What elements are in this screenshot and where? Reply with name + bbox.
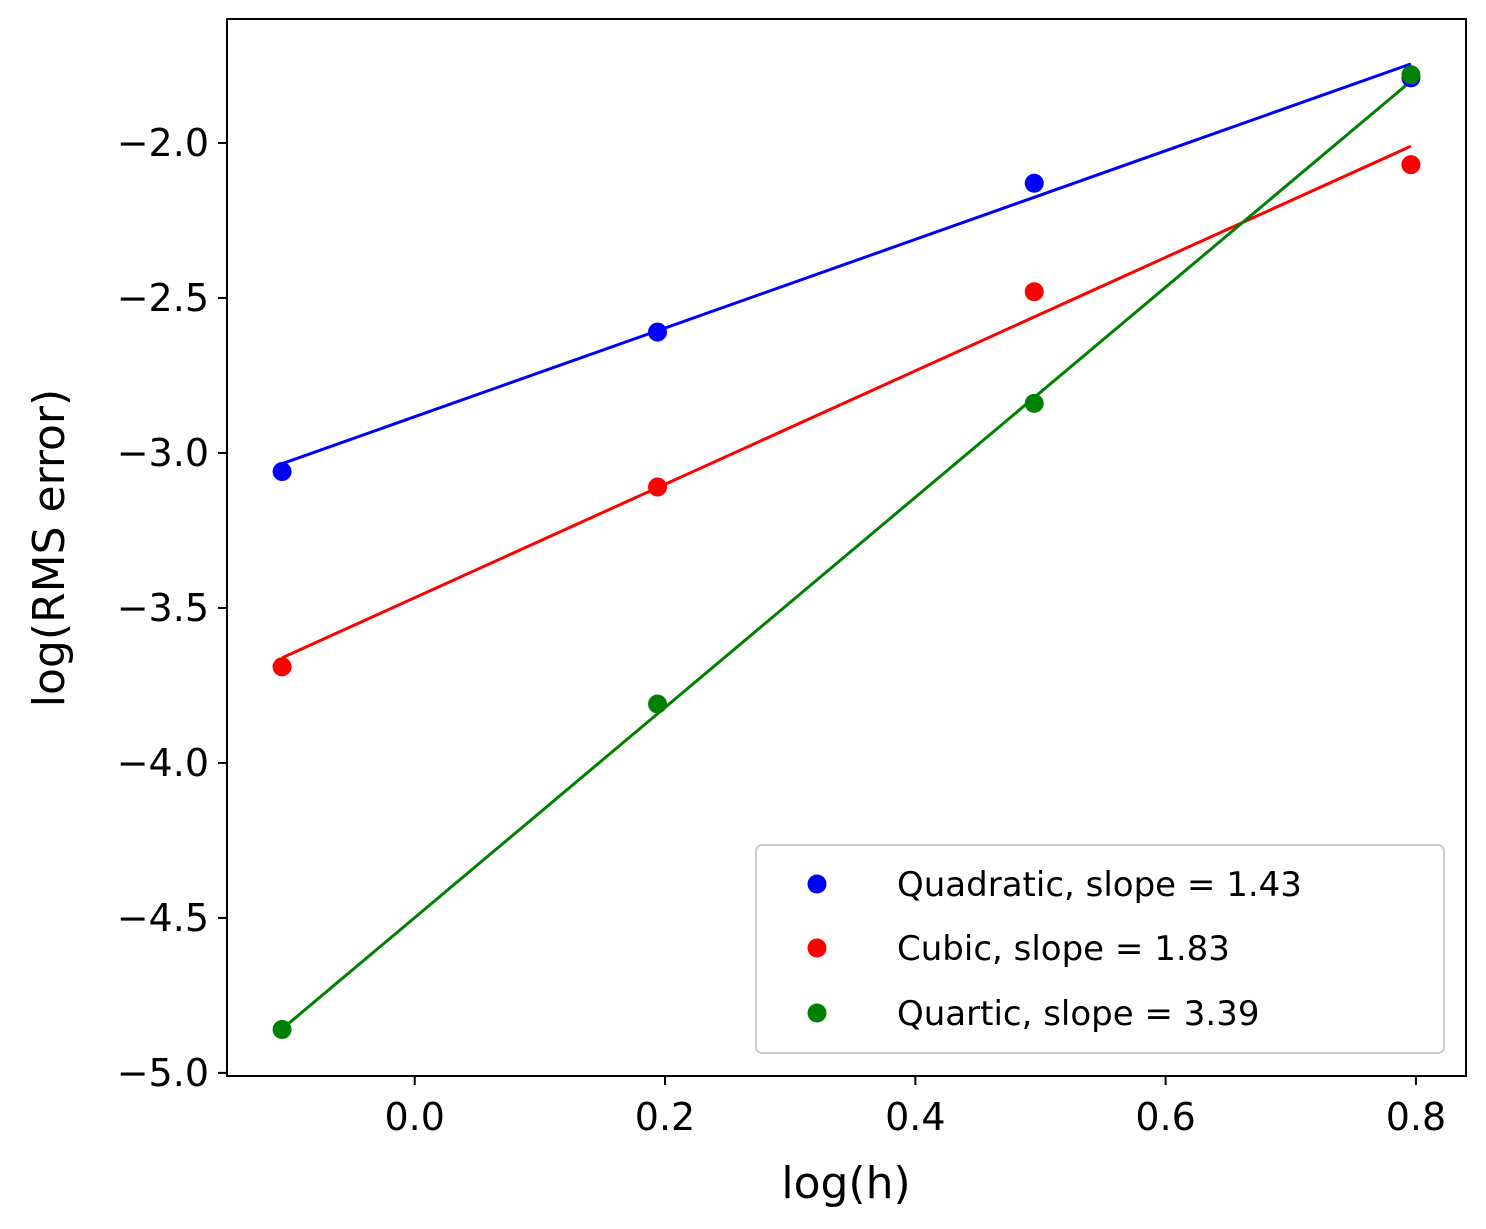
x-axis-label: log(h) <box>781 1158 910 1209</box>
data-point <box>1401 155 1421 175</box>
legend-label: Quadratic, slope = 1.43 <box>897 865 1302 905</box>
y-tick-label: −5.0 <box>117 1051 209 1095</box>
plot-frame <box>226 18 1467 1077</box>
data-points <box>272 65 1421 1040</box>
legend-marker <box>807 938 827 958</box>
data-point <box>272 657 292 677</box>
legend-marker <box>807 874 827 894</box>
y-tick-label: −2.0 <box>117 121 209 165</box>
x-tick-label: 0.8 <box>1386 1095 1446 1139</box>
y-tick-label: −3.5 <box>117 586 209 630</box>
data-point <box>272 462 292 482</box>
y-tick-label: −4.0 <box>117 741 209 785</box>
legend-label: Cubic, slope = 1.83 <box>897 929 1230 969</box>
legend-marker <box>807 1003 827 1023</box>
y-axis-ticks: −2.0 −2.5 −3.0 −3.5 −4.0 −4.5 −5.0 <box>117 121 227 1095</box>
fit-line <box>281 62 1412 466</box>
data-point <box>648 322 668 342</box>
y-tick-label: −4.5 <box>117 896 209 940</box>
data-point <box>1024 173 1044 193</box>
data-point <box>1024 282 1044 302</box>
data-point <box>648 477 668 497</box>
fit-line <box>281 80 1412 1031</box>
y-tick-label: −2.5 <box>117 276 209 320</box>
fit-lines <box>281 62 1412 1031</box>
x-tick-label: 0.4 <box>885 1095 945 1139</box>
y-axis-label: log(RMS error) <box>24 389 75 707</box>
x-tick-label: 0.0 <box>385 1095 445 1139</box>
data-point <box>272 1020 292 1040</box>
x-axis-ticks: 0.0 0.2 0.4 0.6 0.8 <box>385 1076 1446 1139</box>
y-tick-label: −3.0 <box>117 431 209 475</box>
data-point <box>648 694 668 714</box>
x-tick-label: 0.2 <box>635 1095 695 1139</box>
legend: Quadratic, slope = 1.43 Cubic, slope = 1.… <box>755 844 1445 1054</box>
data-point <box>1401 65 1421 85</box>
legend-box <box>755 844 1445 1054</box>
fit-line <box>281 144 1412 660</box>
x-tick-label: 0.6 <box>1135 1095 1195 1139</box>
data-point <box>1024 393 1044 413</box>
legend-label: Quartic, slope = 3.39 <box>897 994 1259 1034</box>
